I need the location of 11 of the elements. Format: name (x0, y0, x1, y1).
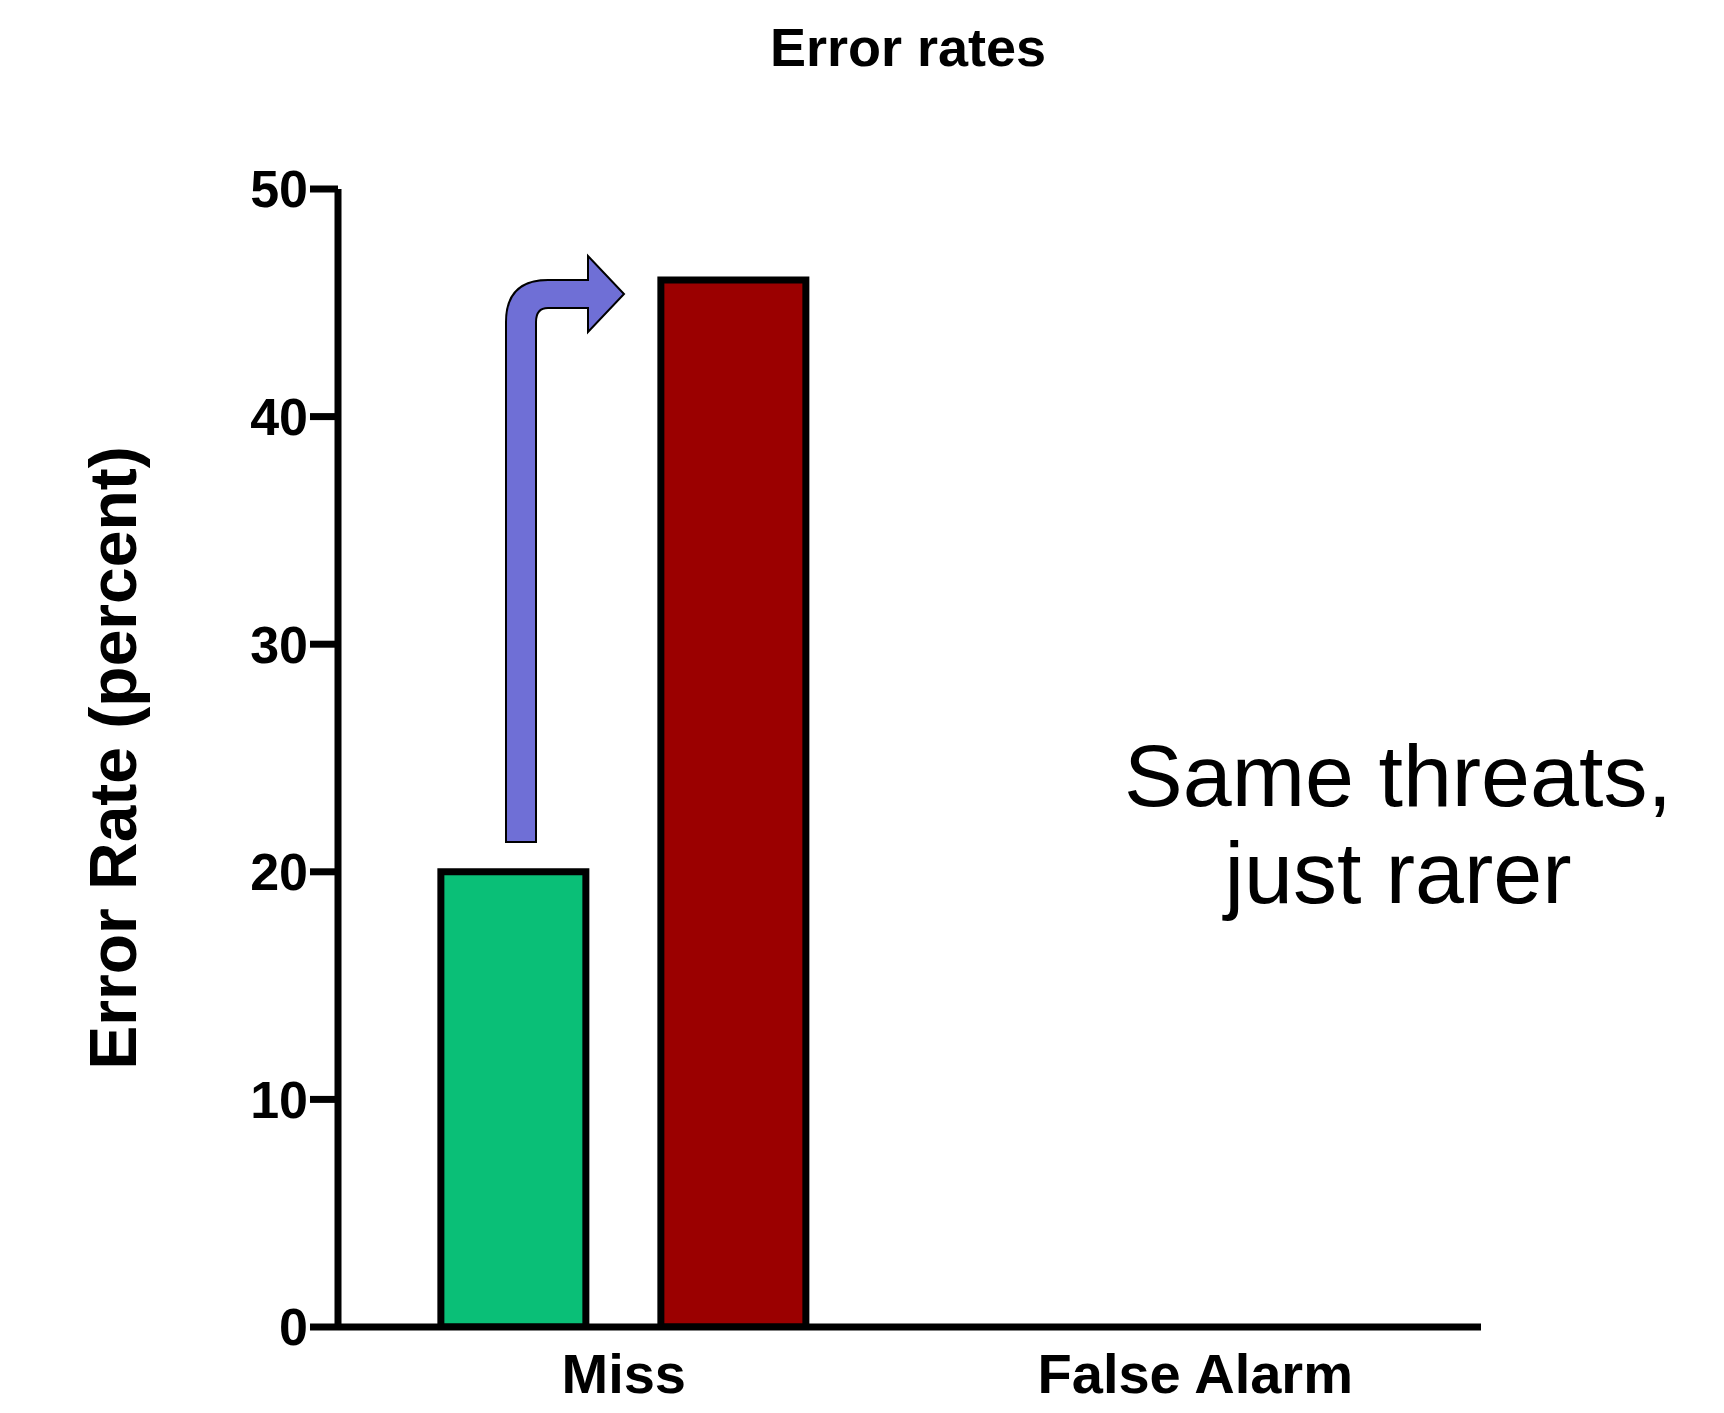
chart-title: Error rates (768, 16, 1048, 78)
y-axis-title: Error Rate (percent) (76, 446, 151, 1070)
y-tick-label: 20 (250, 843, 308, 902)
x-tick-label: False Alarm (1037, 1341, 1353, 1405)
x-tick-label: Miss (561, 1341, 686, 1405)
y-tick-label: 50 (250, 160, 308, 219)
annotation: Same threats, just rarer (1123, 726, 1673, 922)
y-tick-label: 30 (250, 615, 308, 674)
y-tick-label: 10 (250, 1070, 308, 1129)
y-tick-label: 0 (279, 1298, 308, 1357)
y-tick-label: 40 (250, 388, 308, 447)
